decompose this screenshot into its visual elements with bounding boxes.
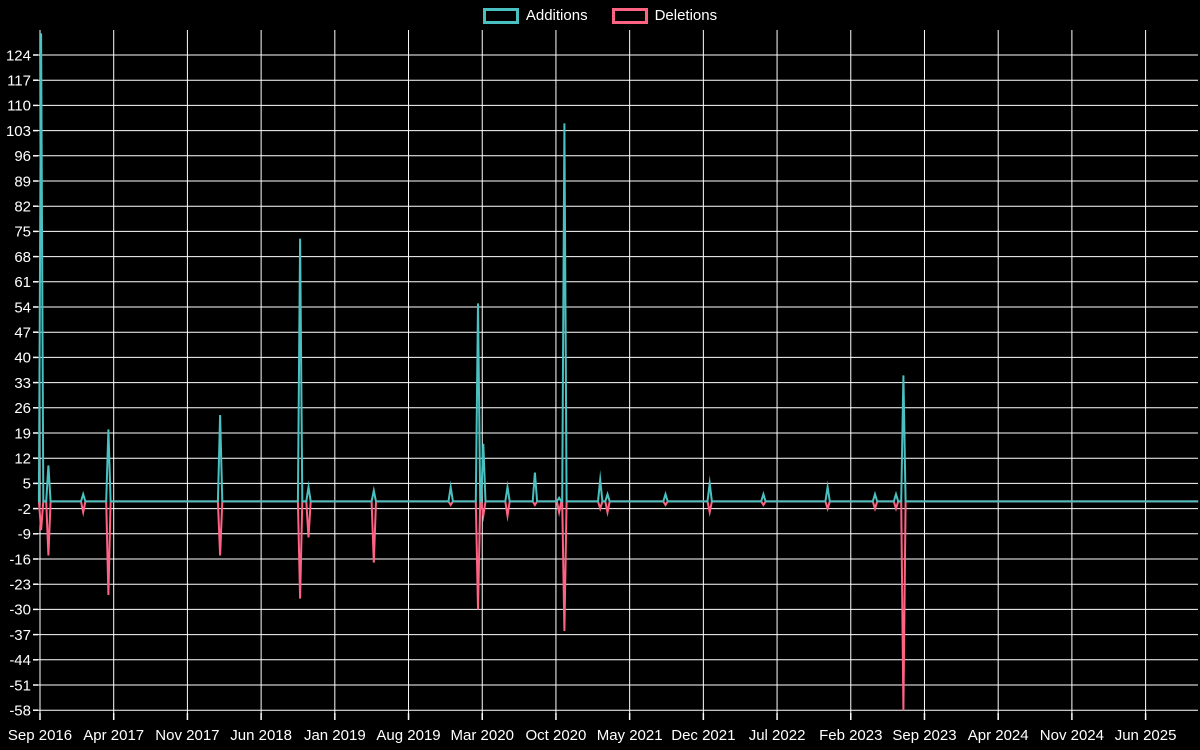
x-axis-label: Apr 2017 <box>83 727 144 744</box>
y-axis-label: 124 <box>6 47 31 64</box>
y-axis-label: -30 <box>9 602 31 619</box>
deletions-line <box>37 500 1199 711</box>
y-axis-label: -44 <box>9 652 31 669</box>
y-axis-label: 103 <box>6 123 31 140</box>
x-axis-label: Sep 2023 <box>892 727 956 744</box>
legend-item-additions[interactable]: Additions <box>482 6 588 26</box>
x-axis-label: Aug 2019 <box>376 727 440 744</box>
y-axis-label: 47 <box>14 324 31 341</box>
deletions-swatch-icon <box>611 8 648 24</box>
x-axis-label: Jun 2018 <box>230 727 292 744</box>
y-axis-label: 54 <box>14 299 31 316</box>
y-axis-label: 33 <box>14 375 31 392</box>
x-axis-label: Sep 2016 <box>8 727 72 744</box>
x-axis-label: May 2021 <box>597 727 663 744</box>
y-axis-label: 96 <box>14 148 31 165</box>
y-axis-label: -23 <box>9 576 31 593</box>
x-axis-label: Jul 2022 <box>749 727 806 744</box>
chart-legend: Additions Deletions <box>0 6 1200 26</box>
y-axis-label: 68 <box>14 249 31 266</box>
y-axis-label: -51 <box>9 677 31 694</box>
x-axis-label: Nov 2024 <box>1040 727 1104 744</box>
y-axis-label: 82 <box>14 198 31 215</box>
x-axis-label: Apr 2024 <box>968 727 1029 744</box>
y-axis-label: 110 <box>7 98 31 115</box>
y-axis-label: 40 <box>14 350 31 367</box>
legend-item-deletions[interactable]: Deletions <box>611 6 718 26</box>
x-axis-label: Jan 2019 <box>304 727 366 744</box>
y-axis-label: -9 <box>18 526 31 543</box>
x-axis-label: Feb 2023 <box>819 727 882 744</box>
y-axis-label: 26 <box>14 400 31 417</box>
y-axis-label: 19 <box>14 425 31 442</box>
x-axis-label: Oct 2020 <box>526 727 587 744</box>
legend-label-additions: Additions <box>525 7 588 24</box>
y-axis-label: 61 <box>14 274 31 291</box>
y-axis-label: 12 <box>14 450 31 467</box>
y-axis-label: 5 <box>23 476 31 493</box>
additions-line <box>37 33 1199 503</box>
y-axis-label: 75 <box>14 224 31 241</box>
x-axis-label: Jun 2025 <box>1115 727 1177 744</box>
y-axis-label: -2 <box>18 501 31 518</box>
x-axis-label: Mar 2020 <box>451 727 514 744</box>
x-axis-label: Dec 2021 <box>671 727 735 744</box>
y-axis-label: -16 <box>9 551 31 568</box>
additions-swatch-icon <box>482 8 519 24</box>
y-axis-label: -37 <box>9 627 31 644</box>
legend-label-deletions: Deletions <box>654 7 718 24</box>
x-axis-label: Nov 2017 <box>155 727 219 744</box>
y-axis-label: 89 <box>14 173 31 190</box>
y-axis-label: -58 <box>9 702 31 719</box>
y-axis-label: 117 <box>7 72 31 89</box>
